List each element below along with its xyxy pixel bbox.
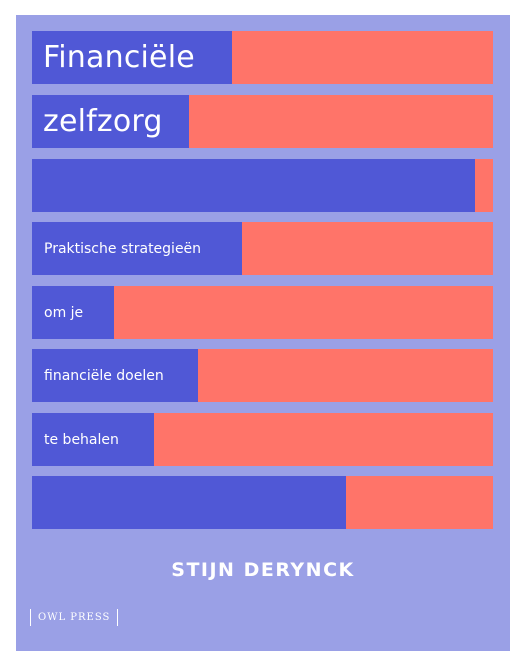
subtitle-line-4: te behalen	[32, 413, 154, 466]
decor-bar-2-fill	[32, 476, 346, 529]
decor-bar-1	[32, 159, 493, 212]
subtitle-bar-2: om je	[32, 286, 493, 339]
publisher-logo: OWL PRESS	[30, 609, 119, 626]
subtitle-line-1: Praktische strategieën	[32, 222, 242, 275]
subtitle-line-2: om je	[32, 286, 114, 339]
author-name: STIJN DERYNCK	[171, 559, 355, 581]
subtitle-bar-1: Praktische strategieën	[32, 222, 493, 275]
subtitle-line-3: financiële doelen	[32, 349, 198, 402]
title-line-2: zelfzorg	[32, 95, 189, 148]
title-line-1: Financiële	[32, 31, 232, 84]
decor-bar-2	[32, 476, 493, 529]
title-bar-2: zelfzorg	[32, 95, 493, 148]
subtitle-bar-3: financiële doelen	[32, 349, 493, 402]
decor-bar-1-fill	[32, 159, 475, 212]
book-cover: Financiële zelfzorg Praktische strategie…	[16, 15, 510, 651]
title-bar-1: Financiële	[32, 31, 493, 84]
subtitle-bar-4: te behalen	[32, 413, 493, 466]
